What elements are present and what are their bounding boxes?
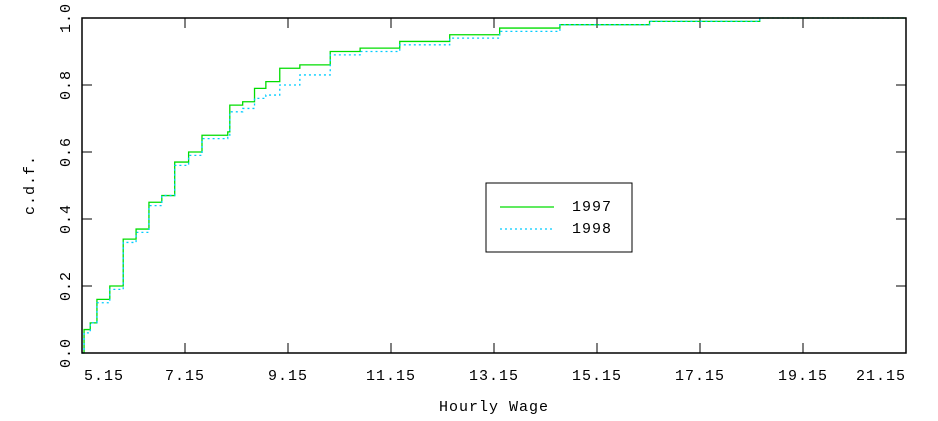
- x-tick-label: 13.15: [469, 368, 519, 385]
- legend-box: [485, 182, 633, 253]
- x-tick-label: 5.15: [84, 368, 124, 385]
- y-axis-label: c.d.f.: [22, 155, 39, 215]
- x-axis-label: Hourly Wage: [439, 399, 549, 416]
- x-tick-label: 19.15: [778, 368, 828, 385]
- y-tick-label: 0.0: [58, 338, 75, 368]
- y-tick-label: 0.8: [58, 70, 75, 100]
- x-tick-label: 15.15: [572, 368, 622, 385]
- legend-label: 1997: [572, 199, 612, 216]
- y-tick-label: 0.2: [58, 271, 75, 301]
- x-tick-label: 9.15: [268, 368, 308, 385]
- x-tick-label: 7.15: [165, 368, 205, 385]
- x-tick-label: 17.15: [675, 368, 725, 385]
- x-tick-label: 21.15: [856, 368, 906, 385]
- legend-label: 1998: [572, 221, 612, 238]
- y-tick-label: 0.6: [58, 137, 75, 167]
- y-tick-label: 0.4: [58, 204, 75, 234]
- cdf-line: [82, 17, 906, 354]
- x-tick-label: 11.15: [366, 368, 416, 385]
- y-tick-label: 1.0: [58, 3, 75, 33]
- cdf-line: [82, 17, 906, 354]
- plot-frame: [81, 17, 907, 354]
